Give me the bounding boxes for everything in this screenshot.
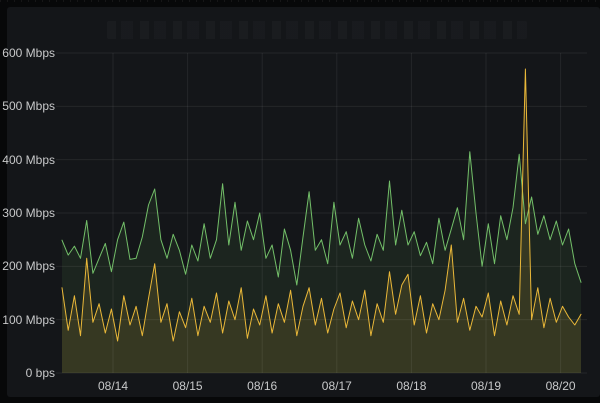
x-axis-label: 08/20 [545,379,576,393]
y-axis-label: 0 bps [25,366,55,380]
y-axis-label: 500 Mbps [2,99,55,114]
yellow-series-fill [62,69,581,373]
window-top-edge [0,0,600,6]
x-axis-label: 08/18 [396,379,427,393]
x-axis-label: 08/16 [247,379,278,393]
panel-header[interactable] [107,21,527,39]
y-axis-label: 100 Mbps [2,312,55,327]
y-axis-label: 200 Mbps [2,259,55,274]
green-series-line [61,151,582,286]
y-axis-label: 600 Mbps [2,46,55,60]
x-axis-label: 08/17 [321,379,352,393]
green-series-fill [62,151,581,373]
y-axis-label: 400 Mbps [2,152,55,167]
yellow-series-line [61,68,582,342]
x-axis-label: 08/15 [172,379,203,393]
x-axis-label: 08/14 [97,379,129,393]
x-axis-label: 08/19 [470,379,502,393]
y-axis-label: 300 Mbps [2,206,55,220]
